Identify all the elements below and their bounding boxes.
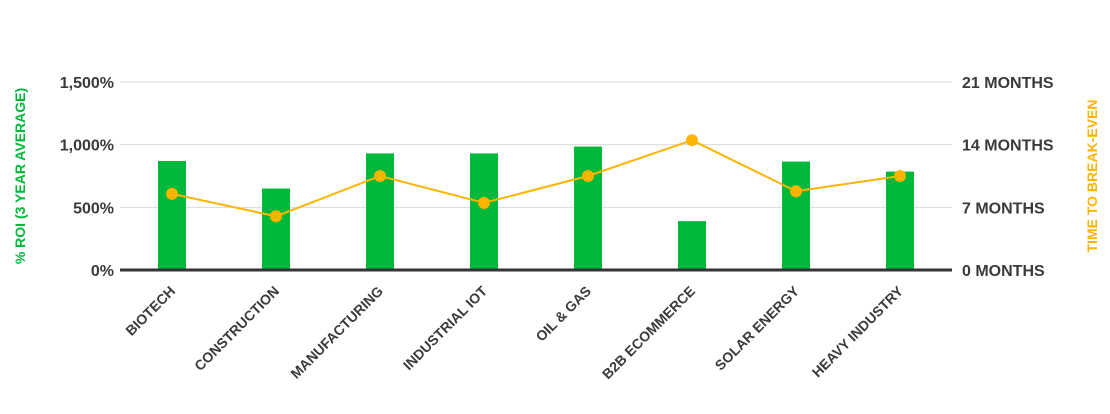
roi-bar xyxy=(678,221,706,270)
roi-bar xyxy=(782,161,810,270)
gridlines xyxy=(120,81,952,208)
roi-bars xyxy=(158,146,914,270)
left-tick-label: 500% xyxy=(73,200,114,217)
roi-bar xyxy=(158,160,186,270)
breakeven-point xyxy=(582,170,594,182)
category-label: CONSTRUCTION xyxy=(191,283,282,374)
left-tick-label: 0% xyxy=(91,263,114,280)
category-label: OIL & GAS xyxy=(532,283,594,345)
right-tick-label: 0 MONTHS xyxy=(962,263,1045,280)
left-axis-ticks: 0% 500% 1,000% 1,500% xyxy=(60,75,114,280)
breakeven-point xyxy=(374,170,386,182)
category-label: BIOTECH xyxy=(122,283,178,339)
right-axis-title: TIME TO BREAK-EVEN xyxy=(1084,100,1100,253)
right-tick-label: 7 MONTHS xyxy=(962,200,1045,217)
category-label: B2B ECOMMERCE xyxy=(599,283,698,382)
right-tick-label: 21 MONTHS xyxy=(962,75,1054,92)
left-tick-label: 1,500% xyxy=(60,75,114,92)
breakeven-point xyxy=(478,196,490,209)
breakeven-point xyxy=(790,185,802,198)
breakeven-point xyxy=(166,187,178,200)
category-label: SOLAR ENERGY xyxy=(712,282,803,373)
right-tick-label: 14 MONTHS xyxy=(962,138,1054,155)
roi-bar xyxy=(470,153,498,270)
left-axis-title: % ROI (3 YEAR AVERAGE) xyxy=(12,88,28,264)
category-label: MANUFACTURING xyxy=(287,283,386,382)
breakeven-line-path xyxy=(171,139,901,218)
roi-bar xyxy=(574,146,602,270)
breakeven-point xyxy=(270,210,282,223)
roi-bar xyxy=(262,188,290,270)
left-tick-label: 1,000% xyxy=(60,138,114,155)
breakeven-point xyxy=(894,170,906,182)
category-labels: BIOTECH CONSTRUCTION MANUFACTURING INDUSTRI… xyxy=(122,282,906,382)
breakeven-line xyxy=(166,134,906,223)
breakeven-point xyxy=(686,134,698,147)
category-label: HEAVY INDUSTRY xyxy=(809,282,907,380)
category-label: INDUSTRIAL IOT xyxy=(400,282,491,373)
right-axis-ticks: 0 MONTHS 7 MONTHS 14 MONTHS 21 MONTHS xyxy=(962,75,1054,280)
roi-bar xyxy=(886,171,914,270)
